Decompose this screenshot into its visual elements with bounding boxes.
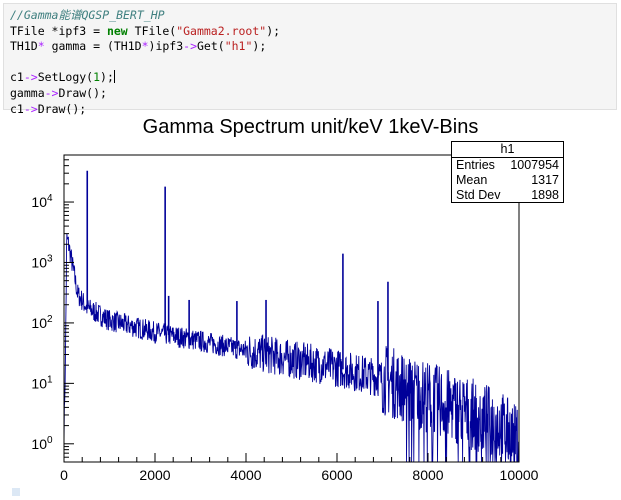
x-tick-label: 0 xyxy=(60,467,68,483)
y-tick-label: 102 xyxy=(31,314,53,331)
code-number: 1 xyxy=(93,70,101,85)
code-token: ); xyxy=(266,23,281,38)
code-line-setlogy: c1->SetLogy(1); xyxy=(10,70,610,86)
code-operator: -> xyxy=(23,70,38,85)
stats-row-std: Std Dev 1898 xyxy=(452,188,563,203)
code-token: TH1D xyxy=(10,39,38,54)
stats-histogram-name: h1 xyxy=(452,142,563,158)
code-line-th1d: TH1D* gamma = (TH1D*)ipf3->Get("h1"); xyxy=(10,39,610,55)
stats-mean-label: Mean xyxy=(456,173,488,187)
y-tick-label: 103 xyxy=(31,253,53,270)
y-tick-label: 104 xyxy=(31,193,53,210)
stats-std-label: Std Dev xyxy=(456,188,501,202)
code-operator: * xyxy=(141,39,149,54)
x-tick-label: 8000 xyxy=(412,467,443,483)
code-token: ); xyxy=(100,70,114,85)
x-tick-label: 10000 xyxy=(500,467,539,483)
code-token: SetLogy( xyxy=(37,70,94,85)
y-tick-label: 100 xyxy=(31,435,53,452)
x-tick-label: 6000 xyxy=(321,467,352,483)
x-tick-label: 4000 xyxy=(230,467,261,483)
code-token: Draw(); xyxy=(58,85,107,100)
code-operator: * xyxy=(37,39,45,54)
code-token: *ipf3 = xyxy=(44,23,107,38)
code-token: Get( xyxy=(197,39,225,54)
code-line-comment: //Gamma能谱QGSP_BERT_HP xyxy=(10,8,610,24)
code-comment: //Gamma能谱QGSP_BERT_HP xyxy=(10,8,165,22)
code-token: c1 xyxy=(10,70,24,85)
x-tick-label: 2000 xyxy=(139,467,170,483)
stats-mean-value: 1317 xyxy=(531,173,559,187)
code-token: Draw(); xyxy=(37,101,87,116)
plot-frame xyxy=(63,154,520,463)
stats-box[interactable]: h1 Entries 1007954 Mean 1317 Std Dev 189… xyxy=(451,141,564,203)
stats-std-value: 1898 xyxy=(531,188,559,202)
code-keyword: new xyxy=(106,23,128,38)
chart-title: Gamma Spectrum unit/keV 1keV-Bins xyxy=(142,116,479,138)
stats-row-entries: Entries 1007954 xyxy=(452,158,563,173)
cell-output-marker xyxy=(12,488,20,496)
code-operator: -> xyxy=(44,85,59,100)
code-token: )ipf3 xyxy=(148,39,184,54)
code-operator: -> xyxy=(23,101,38,116)
stats-entries-label: Entries xyxy=(456,158,495,172)
stats-row-mean: Mean 1317 xyxy=(452,173,563,188)
code-token: gamma xyxy=(10,85,45,100)
code-token: TFile xyxy=(10,23,45,38)
code-line-tfile: TFile *ipf3 = new TFile("Gamma2.root"); xyxy=(10,24,610,40)
code-string: "h1" xyxy=(224,39,253,54)
code-cell[interactable]: //Gamma能谱QGSP_BERT_HP TFile *ipf3 = new … xyxy=(3,3,617,116)
code-operator: -> xyxy=(183,39,197,54)
code-token: c1 xyxy=(10,101,24,116)
code-line-gamma-draw: gamma->Draw(); xyxy=(10,86,610,102)
spectrum-series-line xyxy=(63,233,520,463)
stats-entries-value: 1007954 xyxy=(510,158,559,172)
y-tick-label: 101 xyxy=(31,374,53,391)
text-cursor xyxy=(113,70,115,84)
code-token: TFile( xyxy=(127,23,177,38)
code-token: ); xyxy=(252,39,267,54)
code-string: "Gamma2.root" xyxy=(176,23,267,38)
code-token: gamma = (TH1D xyxy=(44,39,142,54)
code-line-c1-draw: c1->Draw(); xyxy=(10,102,610,118)
